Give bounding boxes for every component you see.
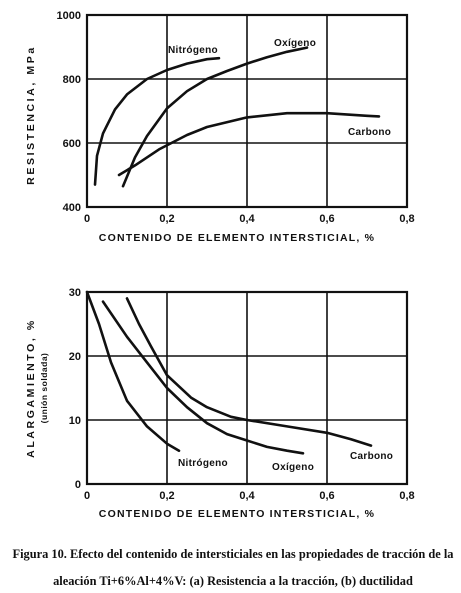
chart2-series-line-1: [85, 290, 181, 452]
chart1-y-axis-label: RESISTENCIA, MPa: [25, 45, 37, 185]
chart2-x-tick-label: 0,4: [239, 490, 255, 502]
caption-line-1: Figura 10. Efecto del contenido de inter…: [12, 547, 454, 561]
chart1-y-tick-label: 600: [63, 138, 81, 150]
chart2-series-label-2: Oxígeno: [272, 462, 314, 473]
chart2-y-tick-label: 10: [69, 415, 81, 427]
chart2-y-tick-label: 20: [69, 351, 81, 363]
chart1-series-label-1: Nitrógeno: [168, 45, 218, 56]
chart1-x-tick-label: 0,6: [319, 213, 334, 225]
chart2-x-tick-label: 0,8: [399, 490, 414, 502]
chart1-y-tick-label: 400: [63, 202, 81, 214]
chart2-y-tick-label: 0: [75, 479, 81, 491]
chart2-series-line-2: [101, 300, 305, 455]
chart2-x-tick-label: 0,6: [319, 490, 334, 502]
chart1-series-line-2: [121, 46, 309, 188]
chart2-x-tick-label: 0: [84, 490, 90, 502]
chart2-x-tick-label: 0,2: [159, 490, 174, 502]
chart2-y-tick-label: 30: [69, 287, 81, 299]
chart1-x-tick-label: 0: [84, 213, 90, 225]
chart2-series-label-1: Nitrógeno: [178, 458, 228, 469]
chart2-x-axis-label: CONTENIDO DE ELEMENTO INTERSTICIAL, %: [99, 508, 375, 520]
chart2-series-label-3: Carbono: [350, 451, 393, 462]
chart1-series-line-1: [93, 56, 221, 186]
chart1-y-tick-label: 800: [63, 74, 81, 86]
chart1-series-label-3: Carbono: [348, 127, 391, 138]
chart1-y-tick-label: 1000: [57, 10, 81, 22]
chart2-series-line-3: [125, 297, 373, 447]
figure-caption: Figura 10. Efecto del contenido de inter…: [8, 541, 458, 593]
charts-canvas: 0 0,2 0,4 0,6 0,84006008001000NitrógenoOxíge…: [25, 10, 415, 520]
chart2-y-axis-label: ALARGAMIENTO, %: [25, 318, 37, 458]
caption-line-2: aleación Ti+6%Al+4%V: (a) Resistencia a …: [53, 574, 413, 588]
chart1-x-tick-label: 0,8: [399, 213, 414, 225]
chart1-x-tick-label: 0,2: [159, 213, 174, 225]
chart1-series-line-3: [117, 111, 381, 177]
chart1-x-tick-label: 0,4: [239, 213, 255, 225]
chart1-x-axis-label: CONTENIDO DE ELEMENTO INTERSTICIAL, %: [99, 232, 375, 244]
chart1-series-label-2: Oxígeno: [274, 38, 316, 49]
chart2-y-axis-sublabel: (unión soldada): [39, 353, 49, 424]
